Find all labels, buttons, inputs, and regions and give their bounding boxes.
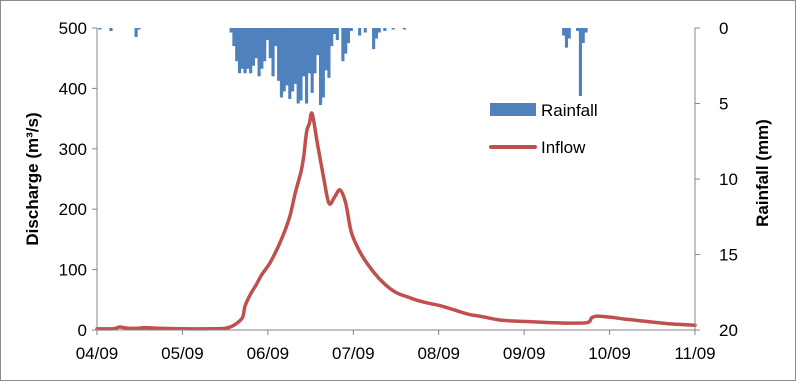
rainfall-bar — [316, 28, 320, 56]
rainfall-bar — [567, 28, 571, 39]
rainfall-bar — [391, 28, 395, 30]
rainfall-bar — [251, 28, 256, 66]
rainfall-bar — [271, 28, 275, 77]
rainfall-bar — [243, 28, 247, 74]
rainfall-bar — [346, 28, 351, 44]
y-tick-label: 200 — [59, 200, 87, 219]
rainfall-bar — [268, 28, 272, 59]
legend: Rainfall Inflow — [489, 101, 598, 157]
rainfall-bar — [246, 28, 250, 69]
right-axis-title: Rainfall (mm) — [753, 119, 772, 227]
right-y-tick-label: 15 — [719, 246, 738, 265]
right-y-tick-label: 0 — [719, 19, 728, 38]
rainfall-bar — [254, 28, 258, 59]
rainfall-bar — [137, 28, 141, 30]
rainfall-bar — [279, 28, 283, 98]
rainfall-bar — [232, 28, 236, 47]
rainfall-bar — [263, 28, 267, 62]
rainfall-bar — [274, 28, 278, 47]
rainfall-bar — [293, 28, 297, 84]
x-tick-label: 08/09 — [417, 344, 460, 363]
rainfall-bar — [134, 28, 138, 38]
left-axis-title: Discharge (m³/s) — [23, 112, 42, 245]
rainfall-bar — [302, 28, 306, 77]
rainfall-bar — [324, 28, 328, 71]
right-y-tick-label: 5 — [719, 95, 728, 114]
rainfall-bar — [344, 28, 348, 54]
rainfall-bar — [564, 28, 569, 48]
axes — [96, 28, 696, 331]
rainfall-bar — [327, 28, 331, 78]
rainfall-bar — [260, 28, 264, 69]
rainfall-bar — [98, 28, 102, 30]
rainfall-bar — [109, 28, 113, 32]
rainfall-bar — [374, 28, 379, 39]
rainfall-bar — [341, 28, 345, 62]
y-tick-label: 0 — [78, 321, 87, 340]
inflow-line-layer — [95, 111, 697, 331]
rainfall-bar — [299, 28, 303, 101]
inflow-line — [95, 111, 697, 331]
rainfall-bar — [285, 28, 289, 86]
rainfall-bars — [98, 28, 588, 106]
rainfall-bar — [349, 28, 353, 32]
rainfall-bar — [335, 28, 339, 41]
rainfall-bar — [282, 28, 286, 92]
rainfall-bar — [330, 28, 334, 47]
y-tick-label: 400 — [59, 79, 87, 98]
right-y-tick-label: 20 — [719, 321, 738, 340]
rainfall-bar — [257, 28, 261, 77]
rainfall-bar — [584, 28, 588, 33]
rainfall-bar — [363, 28, 367, 33]
x-tick-label: 04/09 — [76, 344, 119, 363]
rainfall-bar — [235, 28, 239, 62]
rainfall-bar — [372, 28, 376, 50]
right-y-tick-label: 10 — [719, 170, 738, 189]
legend-rainfall-label: Rainfall — [541, 101, 598, 120]
rainfall-bar — [313, 28, 317, 74]
rainfall-bar — [229, 28, 233, 33]
rainfall-bar — [402, 28, 406, 30]
x-tick-label: 10/09 — [588, 344, 631, 363]
rainfall-bar — [288, 28, 292, 99]
rainfall-bar — [576, 28, 580, 32]
rainfall-bar — [578, 28, 582, 96]
rainfall-bar — [383, 28, 387, 32]
rainfall-bar — [277, 28, 281, 81]
rainfall-bar — [562, 28, 566, 36]
rainfall-bar — [581, 28, 585, 44]
rainfall-bar — [332, 28, 337, 35]
rainfall-bar — [310, 28, 314, 93]
x-tick-label: 09/09 — [503, 344, 546, 363]
x-tick-label: 06/09 — [247, 344, 290, 363]
rainfall-bar — [291, 28, 295, 92]
rainfall-bar — [237, 28, 242, 74]
ticks: 04/09 05/09 06/09 07/09 08/09 09/09 10/09 11/09… — [59, 19, 738, 363]
rainfall-bar — [240, 28, 244, 69]
rainfall-bar — [296, 28, 300, 104]
rainfall-bar — [321, 28, 325, 98]
rainfall-bar — [307, 28, 311, 74]
rainfall-bar — [377, 28, 381, 33]
y-tick-label: 300 — [59, 140, 87, 159]
x-tick-label: 11/09 — [674, 344, 715, 363]
rainfall-bar — [358, 28, 362, 36]
legend-rainfall-swatch — [490, 103, 536, 116]
rainfall-bar — [249, 28, 253, 74]
y-tick-label: 500 — [59, 19, 87, 38]
y-tick-label: 100 — [59, 261, 87, 280]
rainfall-bar — [265, 28, 270, 41]
rainfall-bar — [305, 28, 309, 104]
rainfall-bar — [318, 28, 323, 106]
x-tick-label: 07/09 — [332, 344, 375, 363]
legend-inflow-label: Inflow — [541, 138, 586, 157]
x-tick-label: 05/09 — [161, 344, 204, 363]
